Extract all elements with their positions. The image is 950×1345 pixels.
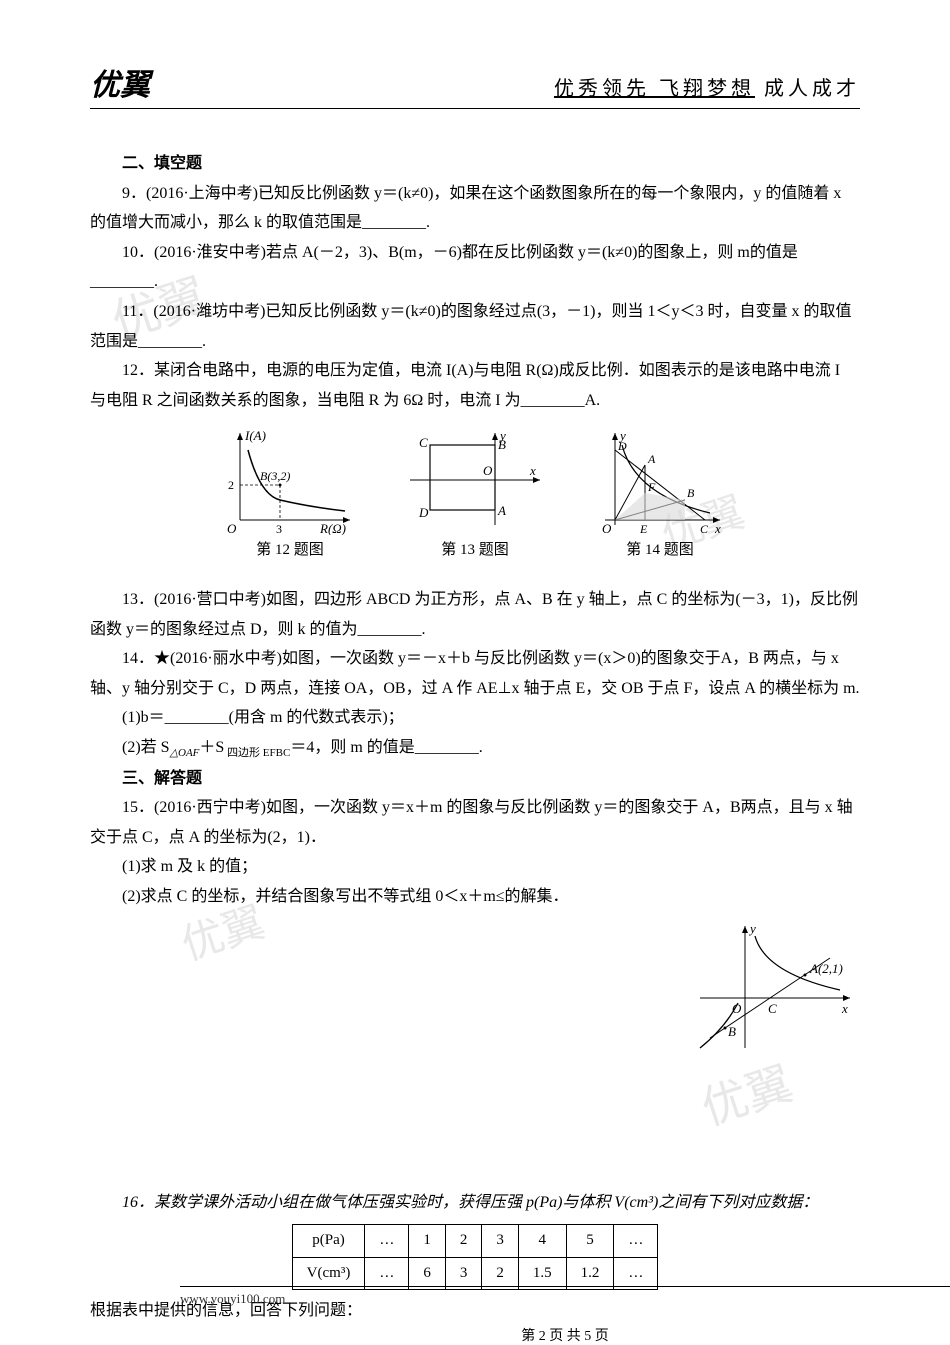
- pv-table: p(Pa) … 1 2 3 4 5 … V(cm³) … 6 3 2 1.5 1…: [292, 1224, 659, 1291]
- question-13: 13．(2016·营口中考)如图，四边形 ABCD 为正方形，点 A、B 在 y…: [90, 585, 860, 644]
- svg-text:3: 3: [276, 522, 282, 535]
- svg-text:y: y: [748, 921, 756, 936]
- table-cell: 5: [566, 1224, 614, 1257]
- q14-2-a: (2)若 S: [122, 739, 170, 756]
- question-11: 11．(2016·潍坊中考)已知反比例函数 y＝(k≠0)的图象经过点(3，－1…: [90, 297, 860, 356]
- section-2-title: 二、填空题: [90, 149, 860, 179]
- figure-12: I(A) R(Ω) O 2 3 B(3,2) 第 12 题图: [220, 425, 360, 565]
- svg-text:x: x: [714, 521, 721, 535]
- figure-15: y x O A(2,1) C B: [690, 918, 860, 1069]
- slogan: 优秀领先 飞翔梦想 成人成才: [554, 72, 860, 101]
- svg-text:B: B: [498, 437, 506, 452]
- table-row: V(cm³) … 6 3 2 1.5 1.2 …: [292, 1257, 658, 1290]
- page-number: 第 2 页 共 5 页: [180, 1325, 950, 1345]
- question-10: 10．(2016·淮安中考)若点 A(－2，3)、B(m，－6)都在反比例函数 …: [90, 238, 860, 297]
- svg-text:C: C: [768, 1001, 777, 1016]
- svg-text:D: D: [418, 505, 429, 520]
- svg-text:2: 2: [228, 478, 234, 492]
- question-14-intro: 14．★(2016·丽水中考)如图，一次函数 y＝－x＋b 与反比例函数 y＝(…: [90, 644, 860, 703]
- figure-12-caption: 第 12 题图: [220, 537, 360, 565]
- table-cell: 2: [445, 1224, 482, 1257]
- slogan-rest: 成人成才: [755, 78, 860, 100]
- svg-text:D: D: [617, 439, 627, 453]
- figure-12-svg: I(A) R(Ω) O 2 3 B(3,2): [220, 425, 360, 535]
- question-14-2: (2)若 S△OAF＋S 四边形 EFBC＝4，则 m 的值是________.: [90, 733, 860, 764]
- footer-url: www.youyi100.com: [180, 1291, 950, 1307]
- table-cell: …: [614, 1257, 658, 1290]
- svg-text:x: x: [841, 1001, 848, 1016]
- svg-text:B: B: [687, 486, 695, 500]
- table-cell: 6: [409, 1257, 446, 1290]
- svg-text:O: O: [483, 463, 493, 478]
- table-cell: 1.5: [518, 1257, 566, 1290]
- svg-text:R(Ω): R(Ω): [319, 521, 346, 535]
- figure-14: y x O D A B C E F 第 14 题图: [590, 425, 730, 565]
- table-cell: …: [365, 1257, 409, 1290]
- slogan-underlined: 优秀领先 飞翔梦想: [554, 78, 755, 100]
- page-header: 优翼 优秀领先 飞翔梦想 成人成才: [90, 60, 860, 109]
- figures-row-1: I(A) R(Ω) O 2 3 B(3,2) 第 12 题图 y x: [90, 425, 860, 565]
- table-cell: 4: [518, 1224, 566, 1257]
- question-15-intro: 15．(2016·西宁中考)如图，一次函数 y＝x＋m 的图象与反比例函数 y＝…: [90, 793, 860, 852]
- svg-text:B(3,2): B(3,2): [260, 469, 290, 483]
- figure-14-svg: y x O D A B C E F: [590, 425, 730, 535]
- svg-text:A(2,1): A(2,1): [809, 961, 843, 976]
- svg-text:x: x: [529, 463, 536, 478]
- table-cell: p(Pa): [292, 1224, 365, 1257]
- table-cell: …: [365, 1224, 409, 1257]
- question-9: 9．(2016·上海中考)已知反比例函数 y＝(k≠0)，如果在这个函数图象所在…: [90, 179, 860, 238]
- data-table-wrap: p(Pa) … 1 2 3 4 5 … V(cm³) … 6 3 2 1.5 1…: [90, 1224, 860, 1291]
- q14-2-sub2: 四边形 EFBC: [224, 747, 290, 759]
- question-16-intro: 16．某数学课外活动小组在做气体压强实验时，获得压强 p(Pa)与体积 V(cm…: [90, 1188, 860, 1218]
- question-15-1: (1)求 m 及 k 的值；: [90, 852, 860, 882]
- table-cell: 2: [482, 1257, 519, 1290]
- q14-2-c: ＝4，则 m 的值是________.: [290, 739, 482, 756]
- table-cell: …: [614, 1224, 658, 1257]
- svg-text:O: O: [227, 521, 237, 535]
- svg-text:I(A): I(A): [244, 428, 266, 443]
- table-cell: 3: [482, 1224, 519, 1257]
- figure-13-caption: 第 13 题图: [400, 537, 550, 565]
- svg-text:C: C: [419, 435, 428, 450]
- figure-13: y x O B A C D 第 13 题图: [400, 425, 550, 565]
- svg-text:B: B: [728, 1024, 736, 1039]
- figure-14-caption: 第 14 题图: [590, 537, 730, 565]
- svg-text:O: O: [732, 1001, 742, 1016]
- question-15-2: (2)求点 C 的坐标，并结合图象写出不等式组 0＜x＋m≤的解集．: [90, 882, 860, 912]
- svg-text:C: C: [700, 522, 709, 535]
- q14-2-b: ＋S: [199, 739, 224, 756]
- table-cell: 1.2: [566, 1257, 614, 1290]
- brand-logo: 优翼: [90, 60, 150, 104]
- table-cell: 1: [409, 1224, 446, 1257]
- svg-text:A: A: [647, 452, 656, 466]
- table-row: p(Pa) … 1 2 3 4 5 …: [292, 1224, 658, 1257]
- question-12: 12．某闭合电路中，电源的电压为定值，电流 I(A)与电阻 R(Ω)成反比例．如…: [90, 356, 860, 415]
- page-footer: www.youyi100.com 第 2 页 共 5 页: [180, 1286, 950, 1345]
- svg-text:E: E: [639, 522, 648, 535]
- figure-15-svg: y x O A(2,1) C B: [690, 918, 860, 1058]
- main-content: 二、填空题 9．(2016·上海中考)已知反比例函数 y＝(k≠0)，如果在这个…: [90, 149, 860, 1326]
- figure-13-svg: y x O B A C D: [400, 425, 550, 535]
- section-3-title: 三、解答题: [90, 764, 860, 794]
- q14-2-sub1: △OAF: [170, 747, 200, 759]
- svg-text:F: F: [647, 480, 656, 494]
- table-cell: V(cm³): [292, 1257, 365, 1290]
- question-14-1: (1)b＝________(用含 m 的代数式表示)；: [90, 703, 860, 733]
- table-cell: 3: [445, 1257, 482, 1290]
- svg-text:O: O: [602, 521, 612, 535]
- svg-text:A: A: [497, 503, 506, 518]
